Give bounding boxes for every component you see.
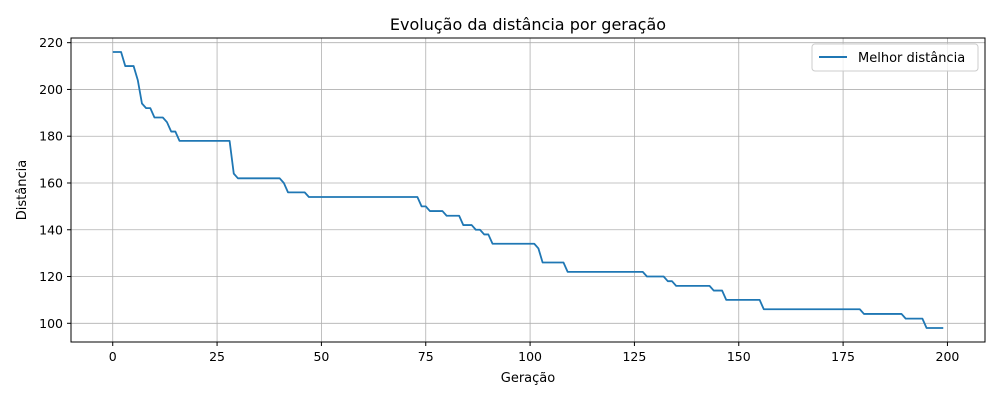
legend-label: Melhor distância xyxy=(858,51,965,66)
grid-lines xyxy=(71,38,985,342)
y-tick-label: 160 xyxy=(39,175,63,190)
y-tick-label: 120 xyxy=(39,269,63,284)
plot-area-frame xyxy=(70,37,986,343)
legend: Melhor distância xyxy=(811,43,979,72)
y-tick-label: 220 xyxy=(39,35,63,50)
legend-box xyxy=(811,43,979,72)
y-tick-label: 180 xyxy=(39,129,63,144)
x-tick-label: 50 xyxy=(313,349,329,364)
y-tick-label: 100 xyxy=(39,316,63,331)
series-layer xyxy=(112,51,944,329)
x-tick-label: 200 xyxy=(936,349,960,364)
series-line xyxy=(112,51,944,329)
x-tick-label: 175 xyxy=(831,349,855,364)
axis-ticks: 0 25 50 75 100 125 150 175 200 100 120 140 160 180 200… xyxy=(39,35,959,364)
y-axis-title: Distância xyxy=(15,160,30,220)
y-tick-label: 140 xyxy=(39,222,63,237)
x-tick-label: 0 xyxy=(109,349,117,364)
y-tick-label: 200 xyxy=(39,82,63,97)
x-tick-label: 75 xyxy=(418,349,434,364)
x-tick-label: 100 xyxy=(518,349,542,364)
x-axis-title: Geração xyxy=(501,371,555,386)
x-tick-label: 125 xyxy=(622,349,646,364)
x-tick-label: 25 xyxy=(209,349,225,364)
chart-title: Evolução da distância por geração xyxy=(390,15,666,34)
x-tick-label: 150 xyxy=(727,349,751,364)
